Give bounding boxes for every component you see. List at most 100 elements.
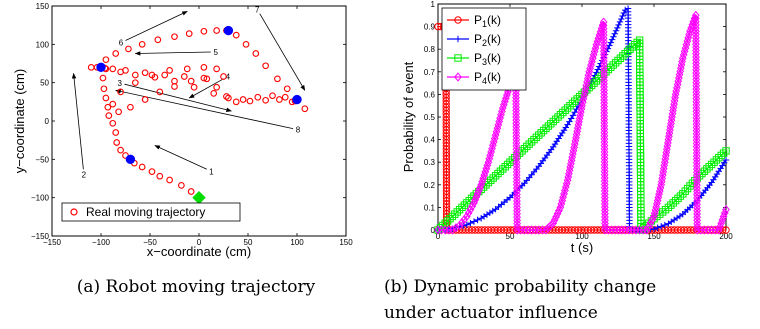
trajectory-point [100, 85, 108, 93]
series-marker [546, 220, 555, 231]
series-marker [692, 158, 701, 168]
series-marker [700, 167, 709, 175]
series-marker [624, 225, 633, 235]
series-marker [594, 66, 602, 73]
series-marker [632, 225, 640, 235]
series-marker [512, 141, 521, 151]
series-marker [692, 161, 701, 171]
series-marker [606, 42, 613, 49]
series-marker [628, 225, 637, 235]
series-marker [600, 166, 609, 177]
y-tick-label: 0.4 [424, 136, 436, 145]
trajectory-point [190, 83, 198, 91]
series-marker [600, 98, 609, 108]
trajectory-point [180, 73, 188, 80]
series-marker [600, 95, 608, 105]
y-tick-label: 150 [36, 2, 50, 11]
series-marker [696, 225, 705, 235]
series-marker [513, 209, 521, 219]
series-marker [669, 199, 677, 207]
legend-entry-label: P3(k) [474, 51, 501, 67]
series-marker [448, 225, 457, 235]
probability-legend: P1(k) P2(k) P3(k) P4(k) [441, 7, 527, 91]
trajectory-point [141, 96, 149, 103]
series-marker [703, 165, 711, 173]
series-marker [513, 222, 522, 232]
trajectory-point [276, 96, 283, 103]
series-marker [681, 187, 689, 195]
trajectory-point [109, 119, 117, 127]
series-marker [692, 116, 701, 126]
series-marker [553, 209, 562, 219]
series-marker [513, 196, 521, 206]
annotation-label: 5 [214, 48, 219, 57]
series-marker [512, 170, 521, 180]
series-marker [544, 223, 553, 233]
x-tick-label: −100 [92, 238, 111, 247]
trajectory-point [131, 71, 139, 79]
series-marker [612, 27, 620, 35]
series-marker [561, 106, 569, 114]
x-tick-label: 50 [244, 238, 253, 247]
series-marker [611, 30, 618, 37]
annotation-label: 4 [226, 72, 231, 81]
series-marker [444, 225, 453, 235]
series-marker [599, 24, 608, 34]
series-marker [539, 126, 548, 135]
x-tick-label: 50 [506, 232, 515, 241]
series-marker [692, 129, 701, 139]
series-marker [512, 173, 521, 183]
series-marker [693, 183, 701, 193]
series-marker [512, 99, 520, 109]
series-marker [527, 138, 536, 146]
series-marker [620, 9, 628, 17]
series-marker [512, 186, 521, 196]
trajectory-point [109, 100, 117, 108]
series-marker [633, 38, 641, 47]
trajectory-point [225, 94, 232, 102]
series-marker [542, 225, 550, 235]
series-marker [491, 172, 500, 180]
y-tick-label: 0.6 [424, 90, 436, 99]
trajectory-point [187, 188, 195, 195]
series-marker [467, 219, 474, 227]
series-marker [512, 118, 521, 129]
y-tick-label: 0.7 [424, 68, 436, 77]
series-marker [600, 69, 608, 79]
series-marker [601, 215, 609, 225]
series-marker [600, 189, 609, 199]
series-marker [705, 163, 713, 171]
series-marker [622, 6, 629, 14]
series-marker [512, 122, 521, 132]
series-marker [460, 201, 469, 209]
series-marker [614, 225, 623, 235]
probability-axis-ticks: 0 50 100 150 200 0 0.1 0.2 0.3 0.4 0.5 0.6 0.7 0.8 0.9… [424, 0, 733, 241]
series-marker [600, 160, 609, 170]
series-marker [455, 205, 464, 214]
series-marker [601, 225, 609, 235]
series-marker [512, 89, 520, 99]
series-marker [692, 94, 701, 104]
trajectory-point [109, 65, 117, 73]
probability-y-axis-label: Probability of event [401, 61, 416, 172]
trajectory-legend: Real moving trajectory [61, 202, 241, 222]
annotation-label: 3 [117, 79, 122, 88]
series-marker [692, 113, 701, 123]
trajectory-point [138, 40, 146, 48]
series-marker [693, 177, 701, 187]
series-marker [600, 173, 609, 183]
series-marker [693, 225, 702, 235]
y-tick-label: 100 [36, 40, 50, 49]
series-marker [611, 225, 619, 235]
legend-marker [454, 35, 462, 43]
series-marker [601, 218, 609, 229]
annotation-label: 1 [209, 167, 214, 176]
trajectory-point [99, 74, 107, 82]
series-marker [674, 194, 682, 203]
series-marker [692, 145, 701, 155]
series-marker [692, 170, 701, 181]
series-marker [707, 160, 716, 169]
trajectory-point [185, 30, 193, 37]
series-marker [693, 193, 701, 203]
